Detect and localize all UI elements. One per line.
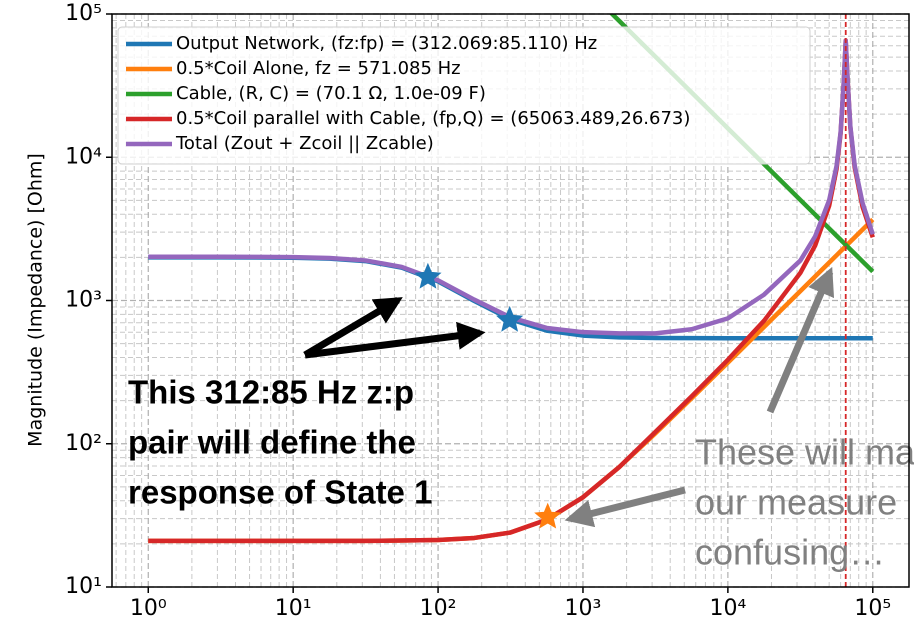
legend-label: 0.5*Coil parallel with Cable, (fp,Q) = (… bbox=[176, 108, 690, 129]
x-tick-label: 10⁴ bbox=[709, 596, 746, 621]
y-tick-label: 10² bbox=[65, 431, 102, 456]
x-tick-label: 10² bbox=[420, 596, 457, 621]
x-tick-label: 10³ bbox=[565, 596, 602, 621]
star-marker bbox=[414, 262, 442, 289]
annotation-text: response of State 1 bbox=[128, 474, 432, 511]
arrow bbox=[303, 296, 403, 359]
legend-label: Cable, (R, C) = (70.1 Ω, 1.0e-09 F) bbox=[176, 83, 486, 104]
annotations: This 312:85 Hz z:p pair will define the re… bbox=[128, 266, 914, 573]
legend-box bbox=[117, 26, 811, 165]
annotation-text: This 312:85 Hz z:p bbox=[128, 374, 414, 411]
x-tick-label: 10⁰ bbox=[130, 596, 167, 621]
y-tick-label: 10¹ bbox=[65, 574, 102, 599]
plot-area bbox=[148, 14, 875, 587]
annotation-text: These will ma bbox=[695, 432, 914, 473]
y-tick-label: 10⁴ bbox=[65, 144, 102, 169]
star-marker bbox=[496, 305, 524, 332]
y-tick-label: 10⁵ bbox=[65, 1, 102, 26]
legend-label: 0.5*Coil Alone, fz = 571.085 Hz bbox=[176, 58, 461, 79]
y-tick-label: 10³ bbox=[65, 288, 102, 313]
annotation-text: our measure bbox=[695, 482, 897, 523]
arrow bbox=[564, 486, 686, 528]
arrow bbox=[766, 266, 835, 414]
axes-frame bbox=[111, 13, 910, 588]
annotation-text: confusing… bbox=[695, 532, 885, 573]
x-tick-label: 10⁵ bbox=[854, 596, 891, 621]
x-tick-label: 10¹ bbox=[275, 596, 312, 621]
star-marker bbox=[534, 502, 562, 529]
y-axis-label: Magnitude (Impedance) [Ohm] bbox=[25, 153, 47, 447]
arrow bbox=[304, 321, 486, 359]
legend: Output Network, (fz:fp) = (312.069:85.11… bbox=[117, 26, 811, 165]
legend-label: Output Network, (fz:fp) = (312.069:85.11… bbox=[176, 33, 597, 54]
legend-label: Total (Zout + Zcoil || Zcable) bbox=[175, 133, 434, 154]
annotation-text: pair will define the bbox=[128, 424, 416, 461]
